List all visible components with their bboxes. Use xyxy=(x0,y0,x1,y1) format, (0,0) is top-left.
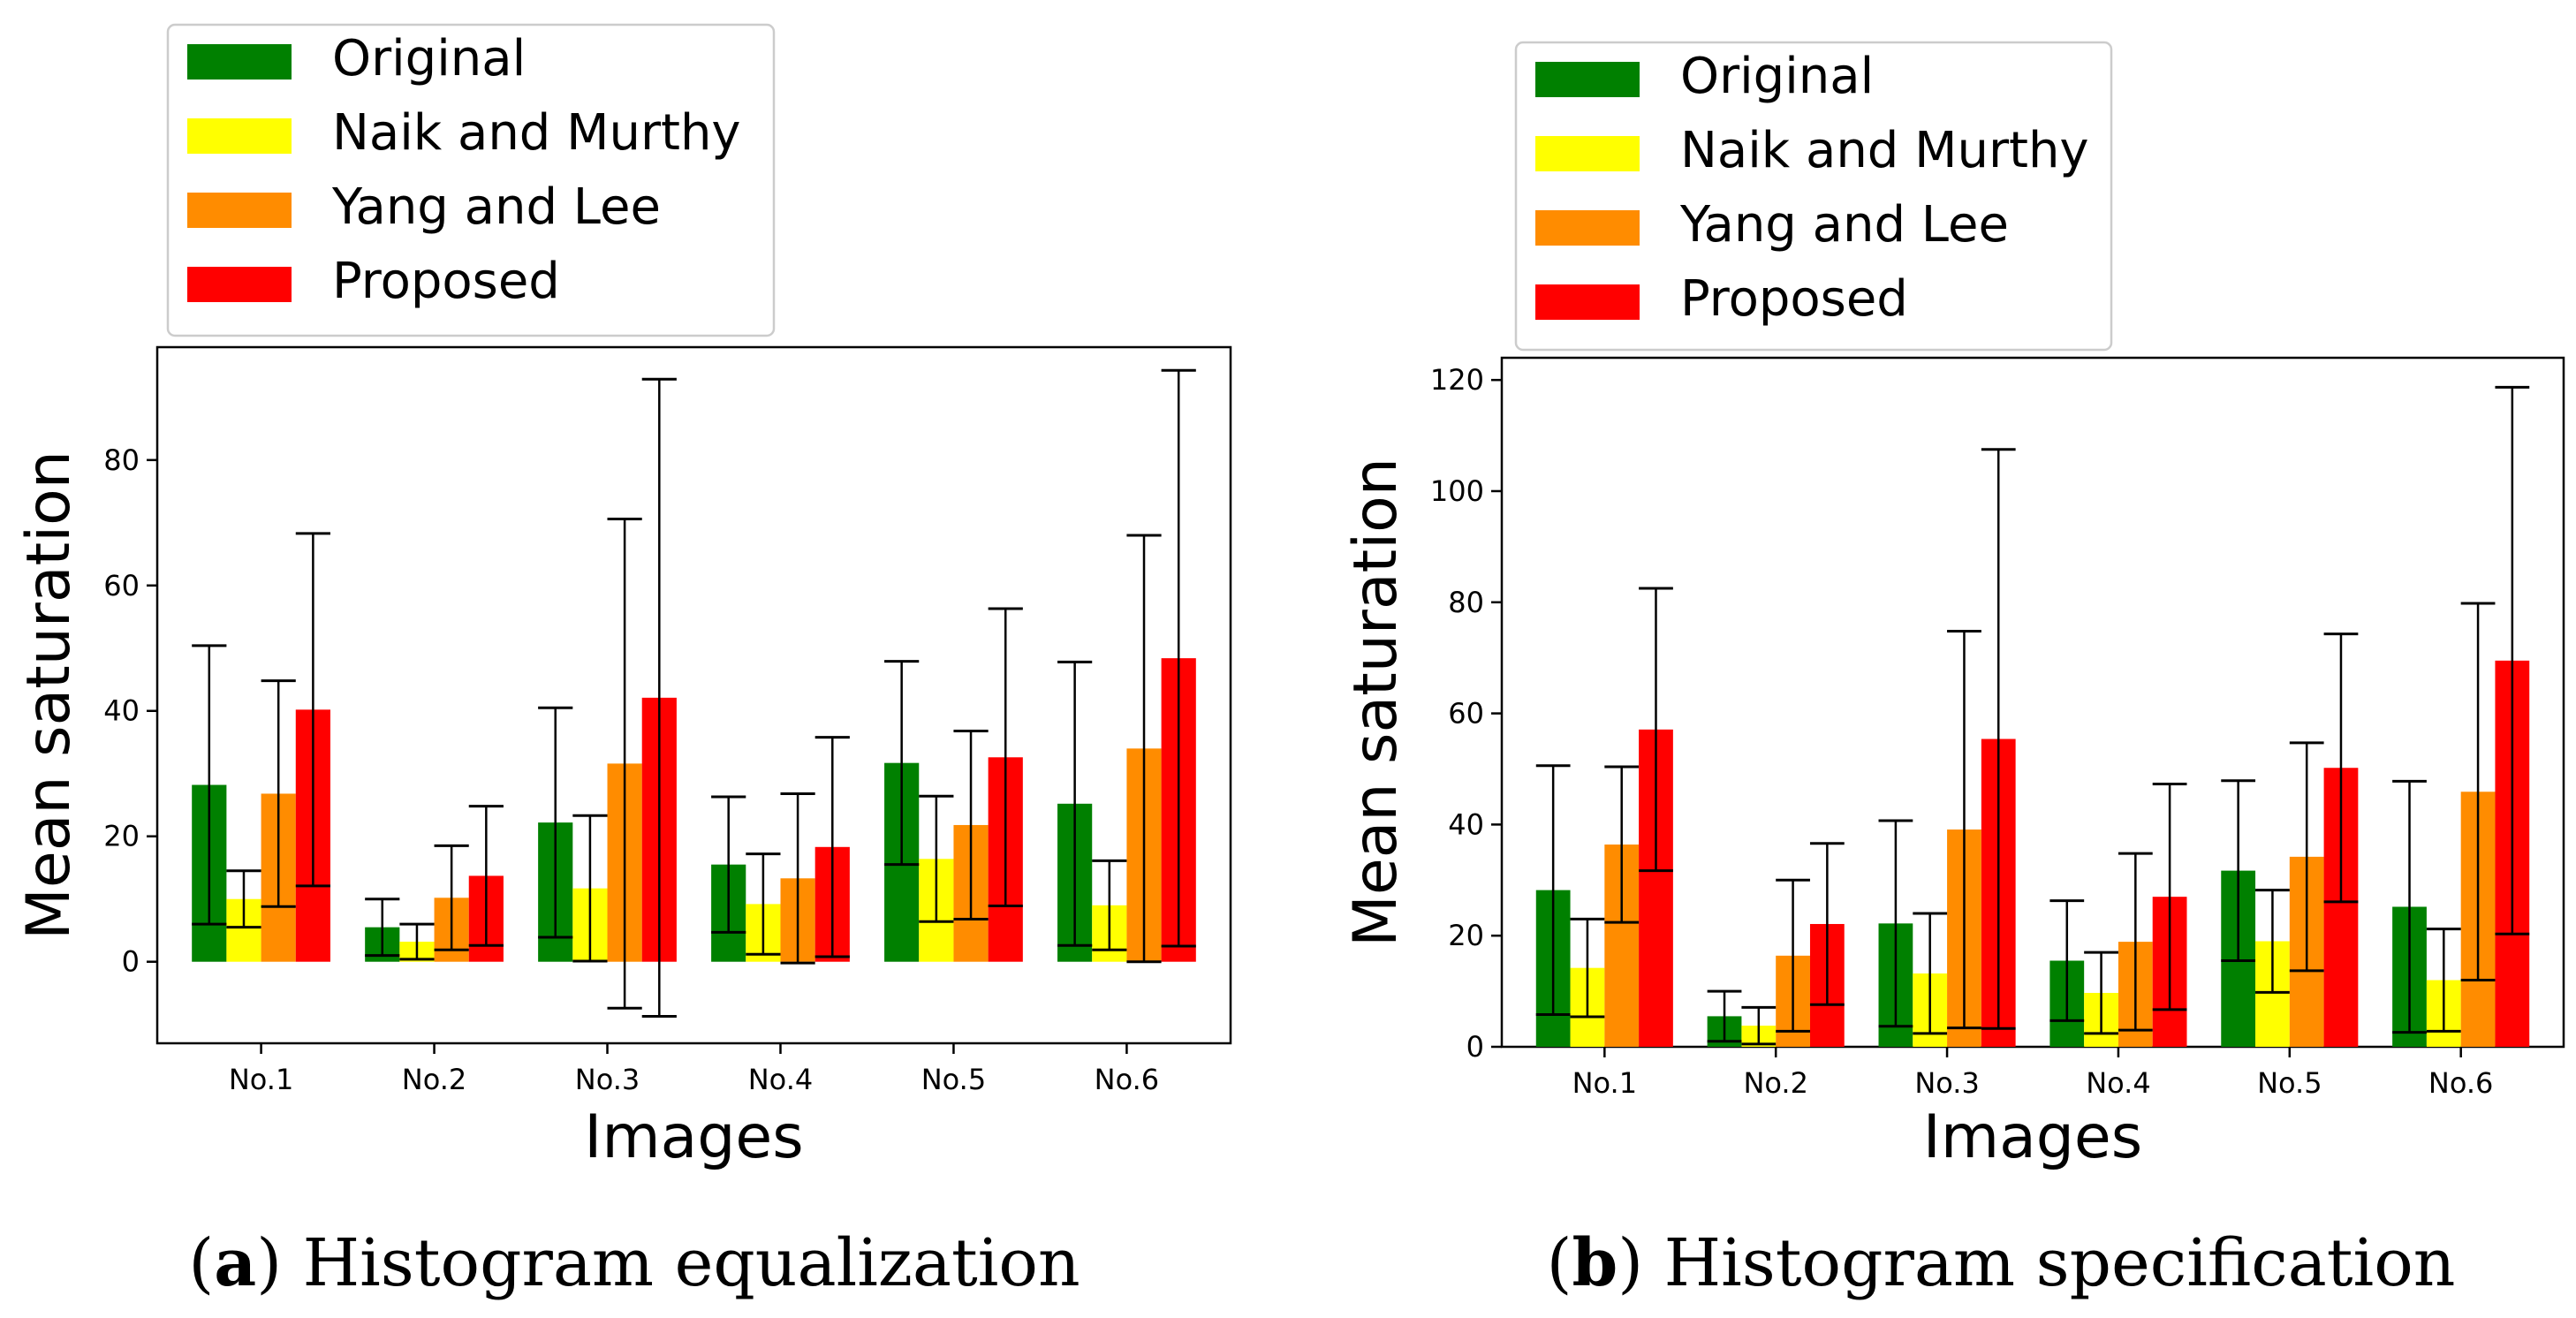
x-axis-label: Images xyxy=(584,1102,803,1172)
legend-label: Yang and Lee xyxy=(1679,196,2009,254)
legend-swatch xyxy=(187,44,292,80)
legend-label: Yang and Lee xyxy=(331,178,661,236)
y-tick-label: 80 xyxy=(103,443,140,477)
x-tick-label: No.1 xyxy=(229,1063,293,1096)
legend-box xyxy=(1514,41,2113,352)
caption-a: (a) Histogram equalization xyxy=(188,1225,1080,1301)
legend-swatch xyxy=(187,267,292,302)
legend-label: Original xyxy=(332,30,526,87)
x-tick-label: No.2 xyxy=(1743,1066,1807,1100)
x-tick-label: No.2 xyxy=(402,1063,466,1096)
y-tick-label: 20 xyxy=(1448,919,1484,952)
y-tick-label: 60 xyxy=(1448,697,1484,731)
legend-swatch xyxy=(1535,136,1640,171)
legend-label: Proposed xyxy=(1680,270,1908,328)
y-tick-label: 0 xyxy=(122,945,140,979)
caption-b: (b) Histogram specification xyxy=(1547,1225,2456,1301)
chart-histogram-specification: 0 20 40 60 80 100 120 No.1 No.2 No.3 No.4 No.5 No.6 M… xyxy=(1341,41,2565,1172)
x-tick-label: No.5 xyxy=(921,1063,986,1096)
legend-label: Original xyxy=(1680,48,1874,105)
plot-frame xyxy=(155,345,1232,1045)
y-tick-label: 40 xyxy=(1448,807,1484,841)
x-tick-label: No.4 xyxy=(2086,1066,2150,1100)
y-tick-label: 40 xyxy=(103,694,140,728)
y-tick-label: 100 xyxy=(1430,474,1484,508)
x-tick-label: No.3 xyxy=(1914,1066,1979,1100)
y-tick-label: 80 xyxy=(1448,586,1484,619)
plot-frame xyxy=(1500,356,2565,1049)
legend-swatch xyxy=(187,193,292,228)
y-axis-label: Mean saturation xyxy=(14,451,84,940)
x-axis-label: Images xyxy=(1923,1102,2142,1172)
legend: Original Naik and Murthy Yang and Lee Propo… xyxy=(166,23,776,337)
y-tick-label: 0 xyxy=(1466,1030,1484,1064)
y-tick-label: 120 xyxy=(1430,363,1484,397)
legend-swatch xyxy=(1535,62,1640,97)
x-tick-label: No.4 xyxy=(748,1063,813,1096)
x-tick-label: No.6 xyxy=(1095,1063,1159,1096)
chart-histogram-equalization: 0 20 40 60 80 No.1 No.2 No.3 No.4 No.5 No.6 Mean sa… xyxy=(14,23,1232,1172)
legend-box xyxy=(166,23,776,337)
y-axis-label: Mean saturation xyxy=(1341,458,1411,947)
legend-label: Naik and Murthy xyxy=(332,104,741,162)
legend: Original Naik and Murthy Yang and Lee Propo… xyxy=(1514,41,2113,352)
x-tick-label: No.3 xyxy=(575,1063,640,1096)
legend-label: Proposed xyxy=(332,253,560,310)
legend-swatch xyxy=(1535,210,1640,246)
x-tick-label: No.5 xyxy=(2257,1066,2322,1100)
x-tick-label: No.6 xyxy=(2428,1066,2493,1100)
x-tick-label: No.1 xyxy=(1572,1066,1637,1100)
legend-swatch xyxy=(187,118,292,154)
y-tick-label: 60 xyxy=(103,569,140,602)
y-tick-label: 20 xyxy=(103,820,140,853)
legend-label: Naik and Murthy xyxy=(1680,122,2089,179)
legend-swatch xyxy=(1535,284,1640,320)
